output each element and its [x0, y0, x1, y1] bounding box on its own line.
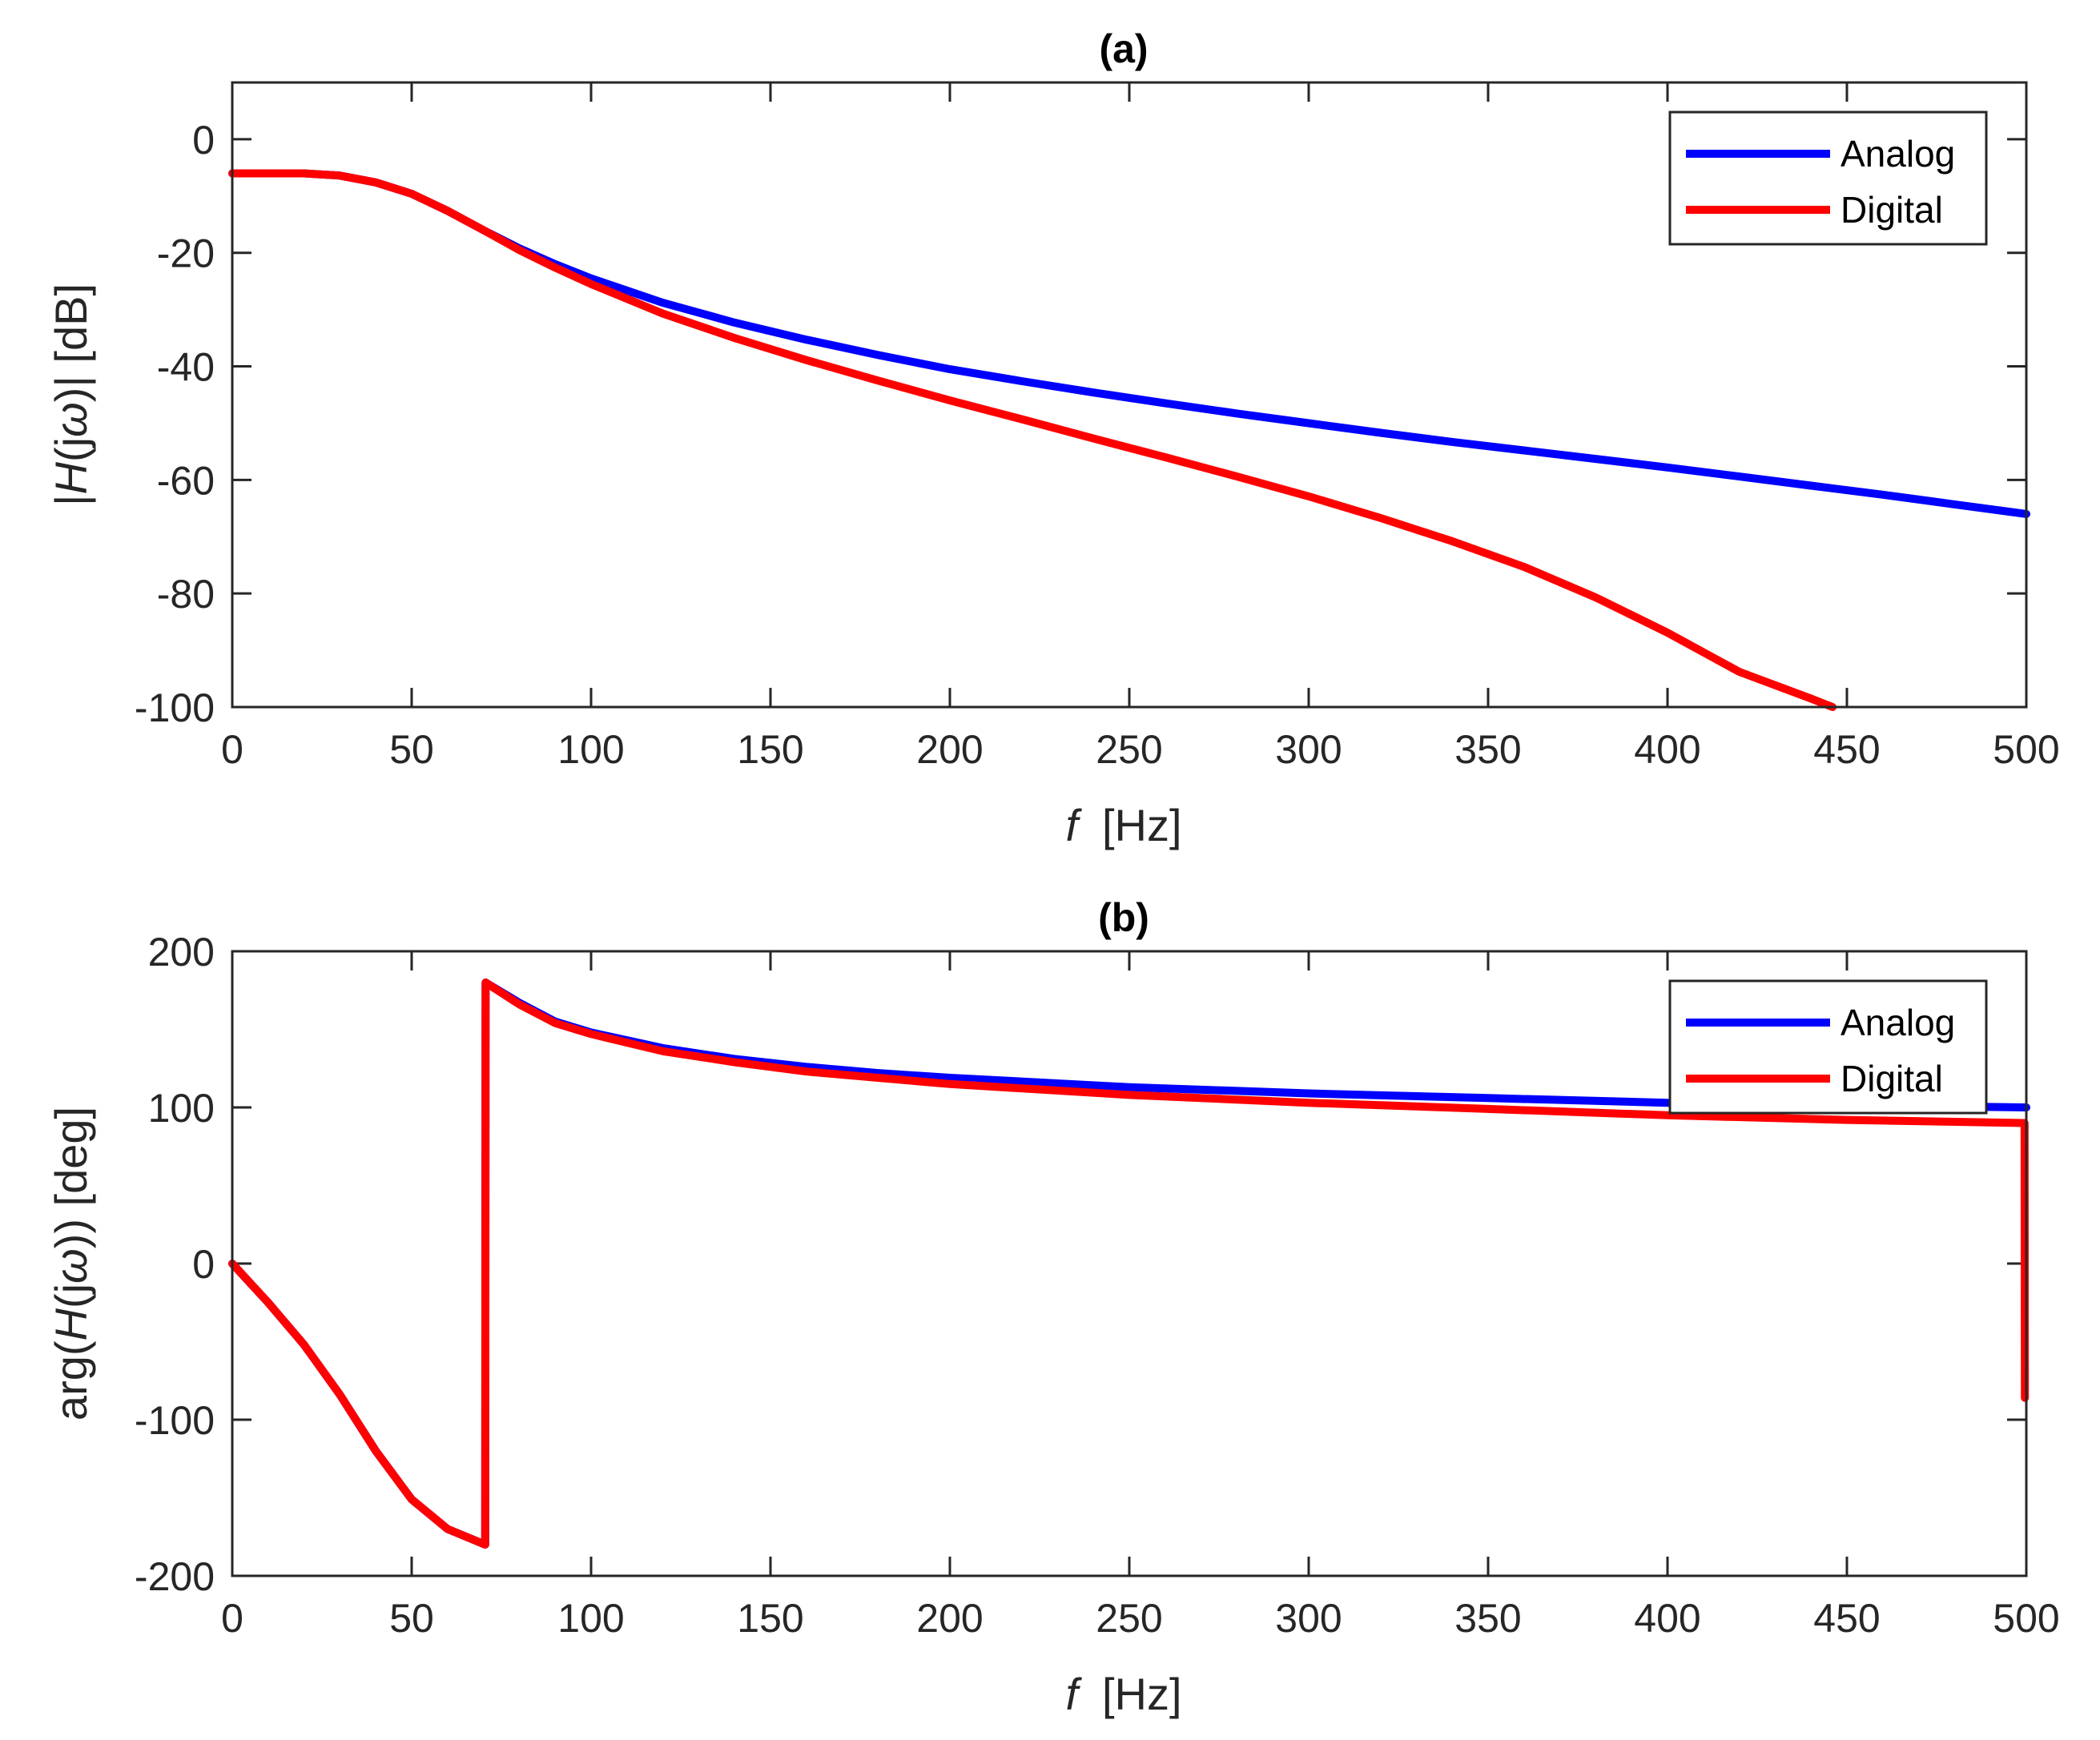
- panel-a-ylabel-omega: ω: [46, 402, 96, 437]
- panel-a-xtick-label-300: 300: [1275, 727, 1342, 772]
- panel-a-tick-labels: 0 50 100 150 200 250 300 350 400 450 500 -100 -80 -60…: [135, 118, 2060, 772]
- panel-b-xtick-label-400: 400: [1634, 1596, 1700, 1641]
- panel-b-xtick-label-450: 450: [1813, 1596, 1880, 1641]
- panel-a-magnitude: (a) 0 50 100 150 200 250 300 350 400 450 500 -100 -8…: [46, 26, 2060, 850]
- panel-a-xlabel-unit: [Hz]: [1102, 800, 1182, 850]
- panel-a-ytick-label--20: -20: [157, 231, 215, 276]
- panel-a-ytick-label--40: -40: [157, 345, 215, 390]
- panel-b-title: (b): [1098, 895, 1149, 940]
- panel-b-xlabel-unit: [Hz]: [1102, 1669, 1182, 1719]
- panel-b-xtick-label-250: 250: [1096, 1596, 1162, 1641]
- panel-a-ylabel-h: H: [46, 462, 96, 495]
- panel-a-legend: Analog Digital: [1668, 111, 1988, 246]
- panel-a-legend-label-analog: Analog: [1841, 133, 1955, 175]
- panel-a-series: [228, 169, 2030, 711]
- panel-a-ytick-label-0: 0: [192, 118, 215, 163]
- panel-a-series-digital-line: [228, 169, 1837, 711]
- panel-b-legend-box: [1668, 979, 1988, 1115]
- panel-a-ticks: [231, 82, 2028, 709]
- panel-b-ylabel-post: )) [deg]: [46, 1107, 96, 1248]
- panel-b-phase: (b) 0 50 100 150 200 250 300 350 400 450 500 -200 -1…: [46, 895, 2060, 1719]
- panel-a-ylabel-mid: (j: [46, 437, 96, 462]
- panel-b-ytick-label-0: 0: [192, 1242, 215, 1287]
- panel-b-ylabel-omega: ω: [46, 1248, 96, 1284]
- panel-a-legend-label-digital: Digital: [1841, 189, 1943, 231]
- panel-b-legend-label-analog: Analog: [1841, 1002, 1955, 1043]
- panel-b-xtick-label-350: 350: [1454, 1596, 1521, 1641]
- panel-a-ylabel-pre: |: [46, 495, 96, 507]
- panel-a-xtick-label-500: 500: [1993, 727, 2059, 772]
- panel-a-xtick-label-150: 150: [737, 727, 803, 772]
- panel-b-axes-box: [231, 950, 2028, 1577]
- panel-a-title: (a): [1099, 26, 1148, 71]
- panel-b-ytick-label-100: 100: [148, 1086, 215, 1131]
- panel-b-ylabel-h: H: [46, 1308, 96, 1340]
- panel-b-series: [228, 978, 2030, 1549]
- panel-b-xtick-label-500: 500: [1993, 1596, 2059, 1641]
- panel-a-xtick-label-200: 200: [916, 727, 983, 772]
- panel-a-xtick-label-250: 250: [1096, 727, 1162, 772]
- panel-a-xtick-label-450: 450: [1813, 727, 1880, 772]
- panel-a-xtick-label-400: 400: [1634, 727, 1700, 772]
- panel-b-ytick-label-200: 200: [148, 930, 215, 974]
- panel-a-ytick-label--60: -60: [157, 458, 215, 503]
- panel-b-ylabel-pre: arg(: [46, 1340, 96, 1421]
- panel-b-ytick-label--200: -200: [135, 1554, 215, 1599]
- panel-a-xtick-label-100: 100: [557, 727, 624, 772]
- panel-b-xtick-label-300: 300: [1275, 1596, 1342, 1641]
- panel-a-xtick-label-350: 350: [1454, 727, 1521, 772]
- panel-b-xtick-label-100: 100: [557, 1596, 624, 1641]
- panel-a-xtick-label-50: 50: [389, 727, 434, 772]
- panel-b-y-axis-label: arg(H(jω)) [deg]: [46, 1107, 96, 1421]
- panel-b-ylabel-mid: (j: [46, 1284, 96, 1308]
- panel-a-ylabel-post: )| [dB]: [46, 283, 96, 402]
- panel-b-series-digital-line: [228, 978, 2030, 1549]
- panel-a-legend-box: [1668, 111, 1988, 246]
- panel-a-y-axis-label: |H(jω)| [dB]: [46, 283, 96, 506]
- panel-b-tick-labels: 0 50 100 150 200 250 300 350 400 450 500 -200 -100 0 1…: [135, 930, 2060, 1641]
- panel-a-axes-box: [231, 81, 2028, 709]
- panel-b-xtick-label-0: 0: [221, 1596, 243, 1641]
- panel-b-xtick-label-50: 50: [389, 1596, 434, 1641]
- panel-a-ytick-label--80: -80: [157, 572, 215, 617]
- panel-b-legend: Analog Digital: [1668, 979, 1988, 1115]
- panel-a-xtick-label-0: 0: [221, 727, 243, 772]
- panel-a-ytick-label--100: -100: [135, 685, 215, 730]
- panel-b-xtick-label-200: 200: [916, 1596, 983, 1641]
- panel-b-xtick-label-150: 150: [737, 1596, 803, 1641]
- panel-b-ytick-label--100: -100: [135, 1398, 215, 1443]
- panel-b-legend-label-digital: Digital: [1841, 1058, 1943, 1099]
